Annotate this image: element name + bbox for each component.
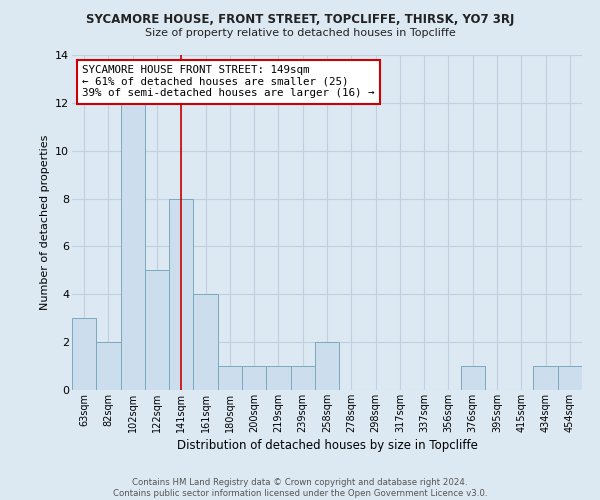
X-axis label: Distribution of detached houses by size in Topcliffe: Distribution of detached houses by size …: [176, 439, 478, 452]
Text: Contains HM Land Registry data © Crown copyright and database right 2024.
Contai: Contains HM Land Registry data © Crown c…: [113, 478, 487, 498]
Bar: [461, 366, 485, 390]
Bar: [266, 366, 290, 390]
Bar: [121, 103, 145, 390]
Bar: [242, 366, 266, 390]
Y-axis label: Number of detached properties: Number of detached properties: [40, 135, 50, 310]
Bar: [145, 270, 169, 390]
Text: SYCAMORE HOUSE FRONT STREET: 149sqm
← 61% of detached houses are smaller (25)
39: SYCAMORE HOUSE FRONT STREET: 149sqm ← 61…: [82, 65, 374, 98]
Bar: [558, 366, 582, 390]
Text: SYCAMORE HOUSE, FRONT STREET, TOPCLIFFE, THIRSK, YO7 3RJ: SYCAMORE HOUSE, FRONT STREET, TOPCLIFFE,…: [86, 12, 514, 26]
Bar: [218, 366, 242, 390]
Bar: [315, 342, 339, 390]
Bar: [72, 318, 96, 390]
Bar: [533, 366, 558, 390]
Bar: [169, 198, 193, 390]
Bar: [193, 294, 218, 390]
Text: Size of property relative to detached houses in Topcliffe: Size of property relative to detached ho…: [145, 28, 455, 38]
Bar: [96, 342, 121, 390]
Bar: [290, 366, 315, 390]
